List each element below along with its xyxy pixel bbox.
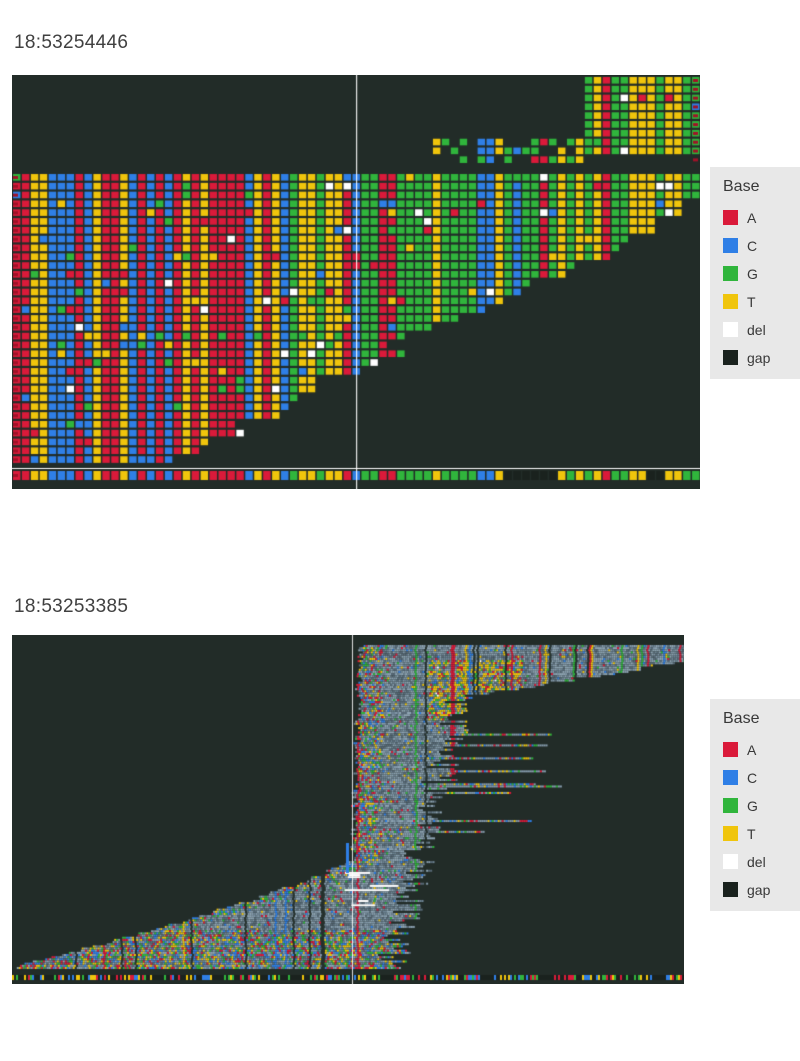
plot2-panel (12, 635, 684, 984)
legend-swatch-A (723, 210, 738, 225)
legend-title: Base (723, 178, 760, 195)
plot2-title: 18:53253385 (14, 596, 129, 617)
legend-label: G (747, 265, 758, 282)
legend-swatch-gap (723, 882, 738, 897)
legend-swatch-G (723, 266, 738, 281)
legend-label: del (747, 853, 766, 870)
legend-title: Base (723, 710, 760, 727)
legend-item-gap: gap (723, 349, 792, 366)
legend-swatch-C (723, 770, 738, 785)
legend-label: A (747, 741, 757, 758)
legend-label: C (747, 237, 758, 254)
legend-label: del (747, 321, 766, 338)
plot1-title: 18:53254446 (14, 32, 129, 53)
plot1-alignment-canvas (12, 75, 700, 489)
legend-item-G: G (723, 265, 792, 282)
legend-item-C: C (723, 237, 792, 254)
legend-swatch-T (723, 294, 738, 309)
legend-label: C (747, 769, 758, 786)
legend-item-T: T (723, 293, 792, 310)
legend-label: A (747, 209, 757, 226)
legend-swatch-T (723, 826, 738, 841)
legend-swatch-G (723, 798, 738, 813)
legend-swatch-del (723, 854, 738, 869)
legend-swatch-C (723, 238, 738, 253)
legend-item-G: G (723, 797, 792, 814)
legend-swatch-A (723, 742, 738, 757)
plot2-alignment-canvas (12, 635, 684, 984)
plot1-panel (12, 75, 700, 489)
legend-item-A: A (723, 741, 792, 758)
legend-item-del: del (723, 321, 792, 338)
legend-label: gap (747, 349, 771, 366)
legend-item-del: del (723, 853, 792, 870)
legend-item-A: A (723, 209, 792, 226)
legend-item-gap: gap (723, 881, 792, 898)
legend-item-C: C (723, 769, 792, 786)
legend-label: T (747, 293, 756, 310)
legend-label: gap (747, 881, 771, 898)
legend-swatch-gap (723, 350, 738, 365)
legend-label: T (747, 825, 756, 842)
legend-label: G (747, 797, 758, 814)
legend-item-T: T (723, 825, 792, 842)
legend-swatch-del (723, 322, 738, 337)
